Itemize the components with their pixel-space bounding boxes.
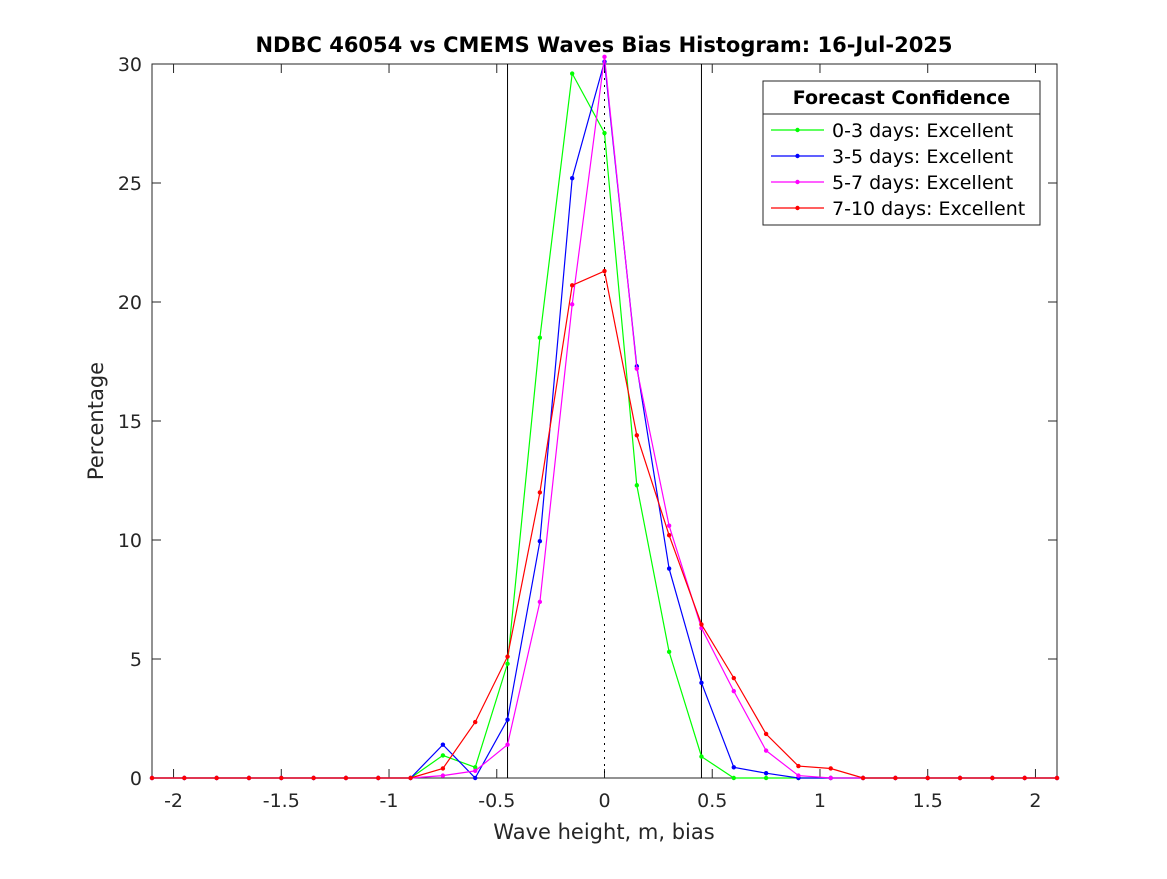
chart-title: NDBC 46054 vs CMEMS Waves Bias Histogram… — [255, 33, 952, 57]
series-3-point — [763, 748, 769, 753]
y-tick-label: 30 — [118, 54, 142, 76]
series-4-point — [699, 622, 704, 627]
series-4-point — [893, 775, 898, 781]
series-4-point — [1054, 775, 1060, 781]
series-2-point — [731, 765, 736, 770]
series-1-point — [634, 483, 640, 488]
series-1-point — [763, 775, 769, 781]
legend-title: Forecast Confidence — [793, 87, 1010, 109]
series-1-point — [473, 765, 478, 770]
x-tick-label: 0 — [598, 790, 610, 812]
legend-box — [762, 80, 1041, 226]
series-4-point — [957, 775, 963, 781]
x-tick-label: -1.5 — [263, 790, 300, 812]
x-axis-label: Wave height, m, bias — [493, 820, 714, 844]
y-tick-label: 15 — [118, 411, 142, 433]
series-4-point — [311, 775, 316, 781]
series-4-point — [376, 775, 381, 781]
series-4-point — [828, 766, 833, 771]
series-4-point — [279, 775, 284, 781]
series-3-point — [796, 773, 801, 778]
legend-marker-1 — [795, 127, 800, 133]
x-tick-label: 1.5 — [913, 790, 943, 812]
series-2-point — [699, 680, 704, 685]
series-2-point — [763, 771, 769, 776]
series-4-point — [666, 533, 672, 538]
series-4-point — [343, 775, 349, 781]
legend-entry-label: 3-5 days: Excellent — [832, 146, 1013, 168]
series-4-point — [182, 775, 187, 781]
series-3-point — [828, 775, 833, 781]
series-3-point — [569, 302, 575, 307]
y-tick-label: 0 — [130, 768, 142, 790]
series-3-point — [634, 366, 640, 371]
series-1-point — [569, 71, 575, 76]
series-3-point — [440, 773, 446, 778]
series-1-point — [731, 775, 736, 781]
legend-marker-3 — [795, 179, 800, 185]
series-1-point — [602, 130, 607, 136]
series-2-point — [440, 742, 446, 747]
series-4-point — [569, 283, 575, 288]
series-1-point — [666, 649, 672, 655]
series-4-point — [796, 763, 801, 769]
series-2-point — [505, 717, 510, 722]
series-3-point — [505, 742, 510, 747]
y-tick-label: 5 — [130, 649, 142, 671]
series-3-point — [473, 768, 478, 774]
x-tick-label: 1 — [814, 790, 826, 812]
series-4-point — [634, 433, 640, 438]
x-tick-label: -1 — [380, 790, 399, 812]
series-4-point — [731, 675, 736, 681]
series-4-point — [925, 775, 930, 781]
series-4-point — [440, 766, 446, 771]
legend-marker-4 — [795, 205, 800, 211]
series-4-point — [602, 268, 607, 274]
series-3-point — [602, 54, 607, 60]
series-1-point — [699, 754, 704, 759]
series-3-point — [731, 688, 736, 694]
x-tick-label: 0.5 — [697, 790, 727, 812]
x-tick-label: -0.5 — [478, 790, 515, 812]
series-2-point — [666, 566, 672, 571]
series-2-point — [473, 775, 478, 781]
legend-entry-label: 5-7 days: Excellent — [832, 172, 1013, 194]
series-4-point — [214, 775, 219, 781]
series-4-point — [505, 654, 510, 659]
x-tick-label: -2 — [164, 790, 183, 812]
series-2-point — [537, 538, 543, 544]
series-4-point — [408, 775, 413, 781]
y-tick-label: 10 — [118, 530, 142, 552]
y-tick-label: 25 — [118, 173, 142, 195]
series-1-point — [537, 335, 543, 340]
series-4-point — [473, 719, 478, 725]
series-4-point — [990, 775, 995, 781]
series-4-point — [860, 775, 866, 781]
x-tick-label: 2 — [1029, 790, 1041, 812]
series-3-point — [537, 599, 543, 605]
series-1-point — [505, 661, 510, 666]
legend-entry-label: 0-3 days: Excellent — [832, 120, 1013, 142]
series-4-point — [763, 731, 769, 737]
y-axis-label: Percentage — [84, 362, 108, 480]
series-1-point — [440, 753, 446, 758]
series-4-point — [149, 775, 155, 781]
legend: Forecast Confidence 0-3 days: Excellent 3-… — [762, 80, 1041, 226]
series-4-point — [1022, 775, 1027, 781]
series-4-point — [246, 775, 252, 781]
legend-marker-2 — [795, 153, 800, 159]
legend-entry-label: 7-10 days: Excellent — [832, 198, 1025, 220]
series-2-point — [569, 176, 575, 181]
series-4-point — [537, 490, 543, 495]
series-3-point — [666, 523, 672, 528]
y-tick-label: 20 — [118, 292, 142, 314]
